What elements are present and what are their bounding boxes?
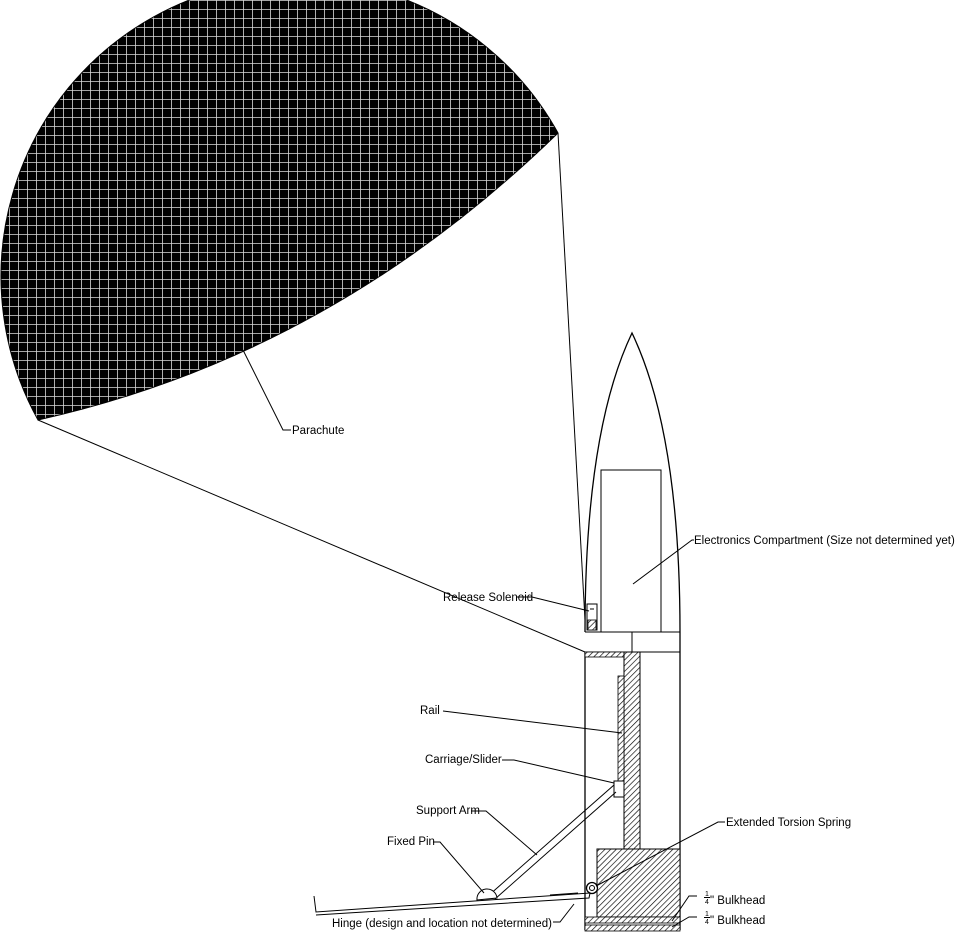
leader-solenoid <box>517 596 590 612</box>
support-arm-edge-2 <box>494 791 617 900</box>
leader-fixed-pin <box>433 841 485 894</box>
label-rail: Rail <box>420 705 440 717</box>
bulkhead-2-fraction-numerator: 1 <box>705 911 709 918</box>
label-fixed-pin: Fixed Pin <box>387 836 435 848</box>
lower-hatched-block <box>596 848 681 918</box>
bulkhead-1-fraction-numerator: 1 <box>705 891 709 898</box>
carriage-slider <box>613 780 625 798</box>
leader-electronics <box>632 539 694 585</box>
leader-parachute <box>242 349 291 431</box>
coupler-band <box>584 651 626 658</box>
label-hinge: Hinge (design and location not determine… <box>332 918 552 930</box>
shroud-line-left <box>37 419 586 653</box>
label-carriage: Carriage/Slider <box>425 754 502 766</box>
leader-support-arm <box>471 810 538 856</box>
leader-bulkhead-1 <box>671 895 697 922</box>
leader-rail <box>442 710 623 734</box>
torsion-spring <box>585 881 599 895</box>
label-release-solenoid: Release Solenoid <box>443 592 533 604</box>
shroud-line-right <box>557 132 586 621</box>
label-support-arm: Support Arm <box>416 805 480 817</box>
parachute-canopy <box>0 0 559 421</box>
fixed-pin <box>476 888 498 901</box>
bulkhead-plate-1 <box>584 916 681 924</box>
label-bulkhead-2: " Bulkhead <box>710 915 765 927</box>
leader-bulkhead-2 <box>671 916 697 928</box>
support-arm-edge-1 <box>487 784 615 897</box>
label-bulkhead-1: " Bulkhead <box>710 895 765 907</box>
leg-tab <box>549 892 579 896</box>
hinged-leg <box>313 892 591 916</box>
electronics-compartment <box>600 469 662 633</box>
rail <box>623 651 641 853</box>
bulkhead-1-fraction-denominator: 4 <box>705 899 709 906</box>
nose-cone <box>584 331 681 633</box>
bulkhead-2-fraction-denominator: 4 <box>705 919 709 926</box>
label-parachute: Parachute <box>292 425 344 437</box>
leader-carriage <box>502 759 615 784</box>
torsion-spring-core <box>589 885 595 891</box>
solenoid-coil <box>587 619 597 631</box>
label-electronics: Electronics Compartment (Size not determ… <box>694 535 955 547</box>
bulkhead-plate-2 <box>584 924 681 932</box>
label-torsion-spring: Extended Torsion Spring <box>726 817 851 829</box>
leader-torsion-spring <box>595 821 725 887</box>
rail-guide <box>617 675 625 782</box>
leader-hinge <box>553 903 575 923</box>
